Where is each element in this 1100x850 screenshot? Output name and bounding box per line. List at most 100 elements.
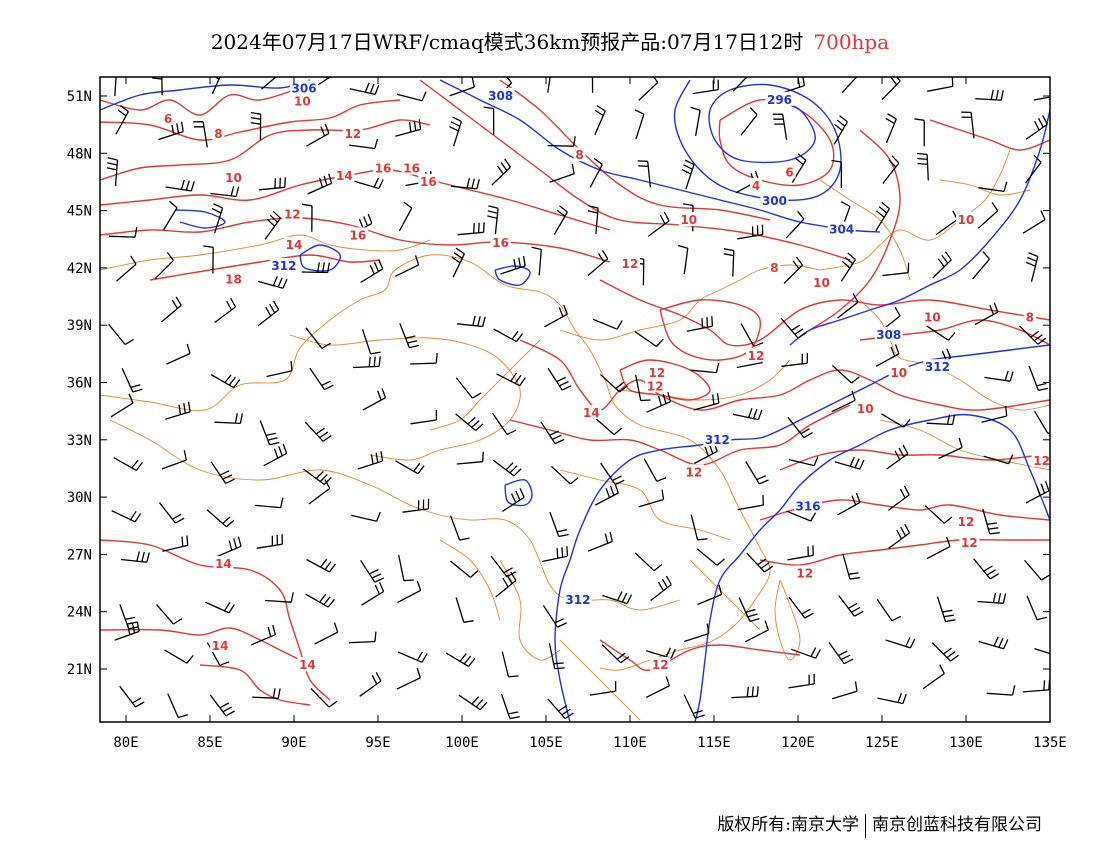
wind-barb — [491, 412, 517, 436]
temp-contour-label: 16 — [349, 228, 366, 242]
temperature-contour — [718, 98, 835, 187]
y-tick-label: 51N — [67, 89, 92, 105]
wind-barb — [111, 510, 142, 523]
wind-barb — [257, 276, 288, 289]
wind-barb — [836, 492, 861, 516]
wind-barb — [834, 456, 865, 470]
temp-contour-label: 18 — [225, 272, 242, 286]
wind-barb — [986, 685, 1016, 696]
temperature-contours — [100, 79, 1050, 706]
wind-barb — [926, 536, 951, 560]
height-contour-label: 308 — [488, 89, 513, 103]
wind-barb — [361, 582, 385, 606]
wind-barb — [456, 315, 486, 328]
wind-barb — [395, 460, 425, 475]
footer-divider — [865, 813, 866, 838]
wind-barb — [158, 502, 185, 524]
wind-barb — [587, 205, 599, 234]
wind-barb — [361, 328, 381, 355]
boundary-line — [289, 334, 521, 461]
wind-barb — [634, 109, 645, 140]
wind-barb — [548, 642, 565, 670]
height-contour-label: 304 — [829, 223, 854, 237]
wind-barb — [457, 222, 485, 236]
wind-barb — [160, 296, 182, 323]
wind-barb — [449, 77, 475, 97]
temp-contour-label: 12 — [647, 379, 664, 393]
wind-barb — [549, 163, 575, 183]
wind-barb — [251, 624, 276, 646]
wind-barb — [455, 597, 474, 623]
wind-barb — [550, 465, 579, 485]
wind-barb — [972, 251, 990, 280]
wind-barb — [302, 203, 313, 232]
wind-barb — [211, 203, 224, 234]
x-tick-label: 100E — [445, 735, 479, 751]
wind-barb — [977, 202, 999, 229]
wind-barb — [301, 262, 330, 274]
temp-contour-label: 16 — [375, 162, 392, 176]
wind-barb — [456, 451, 484, 465]
temp-contour-label-bg — [888, 364, 909, 379]
boundary-lines — [100, 149, 1050, 721]
wind-barb — [214, 413, 243, 425]
wind-barb — [544, 304, 568, 328]
wind-barb — [540, 421, 565, 445]
wind-barb — [353, 356, 381, 369]
wind-barb — [697, 584, 723, 606]
wind-barb — [206, 642, 230, 666]
temp-contour-label-bg — [573, 147, 586, 162]
wind-barb — [831, 681, 858, 700]
wind-barb — [492, 459, 522, 477]
wind-barb — [265, 592, 294, 603]
wind-barb — [594, 483, 619, 506]
wind-barb — [589, 157, 603, 188]
height-contour-label: 306 — [292, 81, 317, 95]
wind-barb — [399, 323, 420, 349]
temperature-contour — [759, 538, 1050, 566]
height-contour-label-bg — [794, 498, 823, 513]
temperature-contour — [779, 449, 1041, 471]
temp-contour-label-bg — [956, 212, 976, 227]
wind-barb — [306, 558, 337, 573]
x-tick-label: 120E — [781, 735, 815, 751]
wind-barb — [833, 115, 848, 145]
wind-barb — [360, 259, 384, 284]
wind-barb — [978, 181, 1008, 193]
temp-contour-label: 12 — [958, 515, 975, 529]
wind-barb — [120, 551, 150, 563]
height-contour-label-bg — [760, 193, 789, 208]
wind-barb — [395, 255, 420, 277]
wind-barb — [914, 118, 925, 147]
wind-barb — [362, 388, 387, 411]
temp-contour-label: 14 — [336, 169, 353, 183]
boundary-line — [774, 579, 801, 661]
boundary-line — [819, 179, 911, 281]
wind-barb — [531, 246, 542, 276]
wind-barb — [875, 344, 900, 367]
wind-barb — [588, 77, 594, 93]
y-tick-label: 48N — [67, 146, 92, 162]
temp-contour-label: 14 — [215, 557, 232, 571]
height-contour — [299, 244, 341, 272]
height-contour-label: 312 — [925, 360, 950, 374]
temp-contour-label-bg — [1023, 309, 1036, 324]
temp-contour-label: 12 — [649, 366, 666, 380]
height-contour — [504, 478, 533, 507]
wind-barb — [303, 468, 332, 486]
wind-barb — [787, 416, 813, 439]
temp-contour-label: 16 — [403, 162, 420, 176]
height-contour-label: 316 — [796, 500, 821, 514]
temp-contour-label-bg — [282, 206, 303, 221]
wind-barb — [877, 692, 907, 705]
height-contour — [100, 79, 311, 111]
wind-barb — [455, 377, 482, 399]
temp-contour-label-bg — [373, 160, 394, 175]
wind-barb — [740, 107, 758, 136]
wind-barb — [737, 495, 764, 511]
wind-barb — [500, 255, 526, 275]
wind-barb — [650, 575, 672, 602]
wind-barb — [638, 77, 659, 101]
wind-barb — [831, 365, 860, 384]
wind-barb — [681, 159, 695, 190]
